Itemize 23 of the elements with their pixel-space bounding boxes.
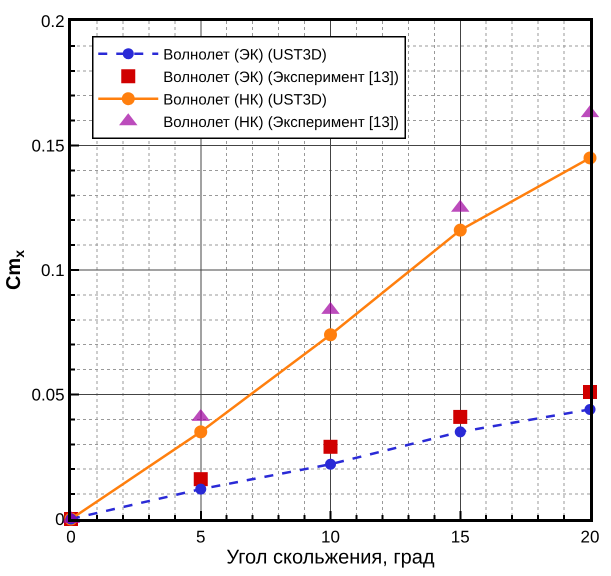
- y-tick-label: 0: [55, 510, 65, 529]
- x-tick-label: 10: [321, 527, 340, 546]
- x-tick-label: 15: [450, 527, 470, 546]
- legend-label: Волнолет (НК) (Эксперимент [13]): [163, 114, 399, 132]
- legend-label: Волнолет (ЭК) (Эксперимент [13]): [163, 69, 399, 86]
- point: [194, 425, 208, 438]
- x-tick-label: 5: [196, 527, 206, 546]
- legend-label: Волнолет (НК) (UST3D): [163, 92, 327, 109]
- y-tick-label: 0.05: [32, 385, 65, 404]
- point: [324, 440, 338, 454]
- y-tick-label: 0.1: [40, 260, 65, 280]
- point: [194, 472, 208, 486]
- point: [454, 426, 466, 438]
- point: [195, 484, 206, 495]
- legend-label: Волнолет (ЭК) (UST3D): [163, 46, 327, 64]
- point: [325, 458, 336, 470]
- x-axis-title: Угол скольжения, град: [226, 546, 435, 568]
- point: [324, 328, 337, 342]
- point: [453, 410, 468, 424]
- y-tick-label: 0.15: [32, 136, 65, 156]
- y-tick-label: 0.2: [40, 12, 65, 31]
- x-tick-label: 20: [580, 527, 600, 546]
- point: [454, 224, 467, 237]
